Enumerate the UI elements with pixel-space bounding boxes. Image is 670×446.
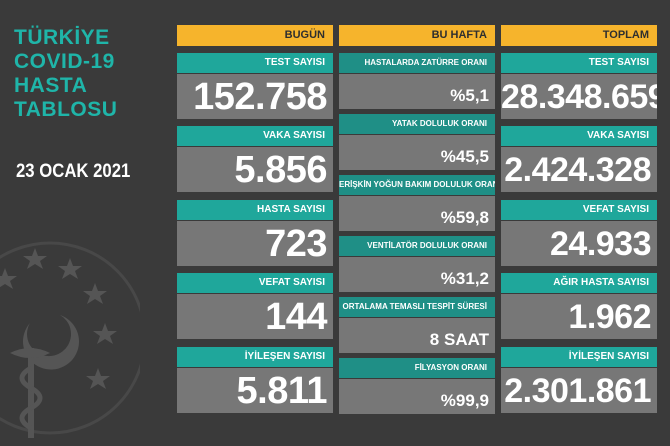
column-header: BUGÜN (177, 25, 333, 46)
ministry-emblem-icon (0, 241, 140, 438)
stat-card: İYİLEŞEN SAYISI 2.301.861 (501, 347, 657, 413)
stat-value: 723 (177, 221, 333, 266)
stat-card: AĞIR HASTA SAYISI 1.962 (501, 273, 657, 339)
stat-label: TEST SAYISI (177, 53, 333, 73)
stat-label: İYİLEŞEN SAYISI (501, 347, 657, 367)
stat-label: HASTALARDA ZATÜRRE ORANI (339, 53, 495, 73)
report-date: 23 OCAK 2021 (16, 161, 131, 182)
stat-value: 1.962 (501, 294, 657, 339)
stat-value: 5.811 (177, 368, 333, 413)
stat-card: VEFAT SAYISI 144 (177, 273, 333, 339)
stat-label: İYİLEŞEN SAYISI (177, 347, 333, 367)
stat-card: HASTA SAYISI 723 (177, 200, 333, 266)
stat-card: TEST SAYISI 28.348.659 (501, 53, 657, 119)
stat-card: ERİŞKİN YOĞUN BAKIM DOLULUK ORANI %59,8 (339, 175, 495, 231)
stat-value: %99,9 (339, 379, 495, 414)
stat-card: VAKA SAYISI 2.424.328 (501, 126, 657, 192)
stat-value: 8 SAAT (339, 318, 495, 353)
stat-value: %59,8 (339, 196, 495, 231)
stat-label: TEST SAYISI (501, 53, 657, 73)
title-line: COVID-19 (14, 50, 115, 73)
column-header: BU HAFTA (339, 25, 495, 46)
title-line: HASTA (14, 74, 88, 97)
title-line: TÜRKİYE (14, 26, 110, 49)
stat-value: 5.856 (177, 147, 333, 192)
stat-value: 2.424.328 (501, 147, 657, 192)
stat-label: AĞIR HASTA SAYISI (501, 273, 657, 293)
stat-value: %31,2 (339, 257, 495, 292)
stat-value: 152.758 (177, 74, 333, 119)
stat-label: VAKA SAYISI (177, 126, 333, 146)
stat-card: TEST SAYISI 152.758 (177, 53, 333, 119)
stat-label: ERİŞKİN YOĞUN BAKIM DOLULUK ORANI (339, 175, 495, 195)
stat-label: VENTİLATÖR DOLULUK ORANI (339, 236, 495, 256)
page-title: TÜRKİYE COVID-19 HASTA TABLOSU (14, 26, 164, 122)
stat-value: 28.348.659 (501, 74, 657, 119)
stat-value: %5,1 (339, 74, 495, 109)
total-column: TOPLAM TEST SAYISI 28.348.659 VAKA SAYIS… (501, 25, 657, 413)
stat-card: VEFAT SAYISI 24.933 (501, 200, 657, 266)
stat-card: ORTALAMA TEMASLI TESPİT SÜRESİ 8 SAAT (339, 297, 495, 353)
title-line: TABLOSU (14, 98, 118, 121)
stat-label: HASTA SAYISI (177, 200, 333, 220)
stat-value: 2.301.861 (501, 368, 657, 413)
stat-label: ORTALAMA TEMASLI TESPİT SÜRESİ (339, 297, 495, 317)
stat-value: %45,5 (339, 135, 495, 170)
today-column: BUGÜN TEST SAYISI 152.758 VAKA SAYISI 5.… (177, 25, 333, 413)
stat-card: İYİLEŞEN SAYISI 5.811 (177, 347, 333, 413)
stat-card: VENTİLATÖR DOLULUK ORANI %31,2 (339, 236, 495, 292)
stat-value: 144 (177, 294, 333, 339)
stat-value: 24.933 (501, 221, 657, 266)
stat-card: VAKA SAYISI 5.856 (177, 126, 333, 192)
stat-label: FİLYASYON ORANI (339, 358, 495, 378)
stat-card: FİLYASYON ORANI %99,9 (339, 358, 495, 414)
stat-label: VEFAT SAYISI (501, 200, 657, 220)
stat-label: YATAK DOLULUK ORANI (339, 114, 495, 134)
stat-label: VEFAT SAYISI (177, 273, 333, 293)
stat-card: HASTALARDA ZATÜRRE ORANI %5,1 (339, 53, 495, 109)
stat-card: YATAK DOLULUK ORANI %45,5 (339, 114, 495, 170)
column-header: TOPLAM (501, 25, 657, 46)
week-column: BU HAFTA HASTALARDA ZATÜRRE ORANI %5,1 Y… (339, 25, 495, 414)
stat-label: VAKA SAYISI (501, 126, 657, 146)
